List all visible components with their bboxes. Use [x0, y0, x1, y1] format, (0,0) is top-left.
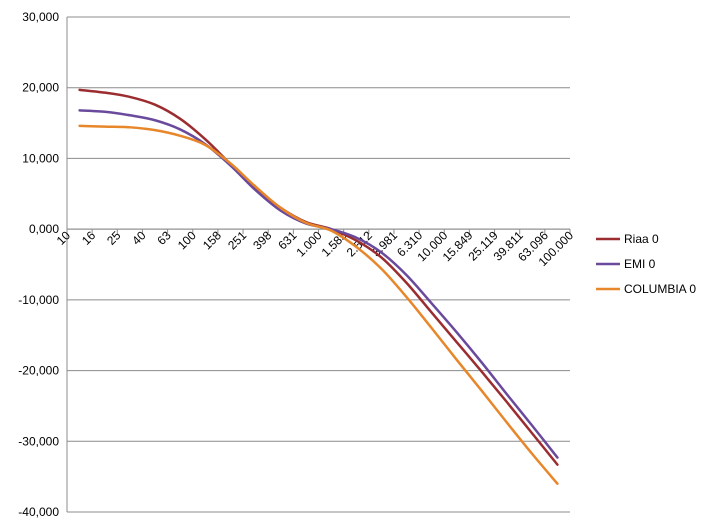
- y-axis: 30,000 20,000 10,000 0,000 -10,000 -20,000 -30…: [18, 10, 68, 519]
- y-tick-label: -10,000: [18, 293, 59, 307]
- x-tick-label: 100: [175, 228, 199, 252]
- legend-item: EMI 0: [596, 257, 656, 271]
- gridlines: [67, 16, 570, 513]
- y-tick-label: 20,000: [22, 81, 59, 95]
- y-tick-label: 0,000: [29, 222, 59, 236]
- y-tick-label: -40,000: [18, 505, 59, 519]
- x-tick-label: 25: [104, 228, 124, 248]
- x-tick-label: 40: [129, 228, 149, 248]
- x-tick-label: 16: [79, 228, 99, 248]
- legend-label: COLUMBIA 0: [624, 282, 696, 296]
- y-tick-label: 10,000: [22, 151, 59, 165]
- series-line-3: [78, 124, 559, 485]
- x-tick-label: 158: [200, 228, 224, 252]
- y-tick-label: 30,000: [22, 10, 59, 24]
- plot-area: [78, 88, 559, 485]
- x-tick-label: 251: [225, 228, 249, 252]
- y-tick-label: -20,000: [18, 364, 59, 378]
- x-tick-label: 398: [250, 228, 274, 252]
- legend-label: Riaa 0: [624, 232, 659, 246]
- legend-item: Riaa 0: [596, 232, 659, 246]
- legend-label: EMI 0: [624, 257, 656, 271]
- series-line-2: [78, 109, 559, 459]
- legend: Riaa 0 EMI 0 COLUMBIA 0: [596, 232, 696, 296]
- x-tick-label: 1.000: [293, 228, 324, 259]
- x-tick-label: 63: [154, 228, 174, 248]
- x-axis: 10 16 25 40 63 100 158 251 398 6311.0001.5852.512…: [54, 228, 577, 269]
- legend-item: COLUMBIA 0: [596, 282, 696, 296]
- y-tick-label: -30,000: [18, 434, 59, 448]
- series-line-1: [78, 88, 559, 466]
